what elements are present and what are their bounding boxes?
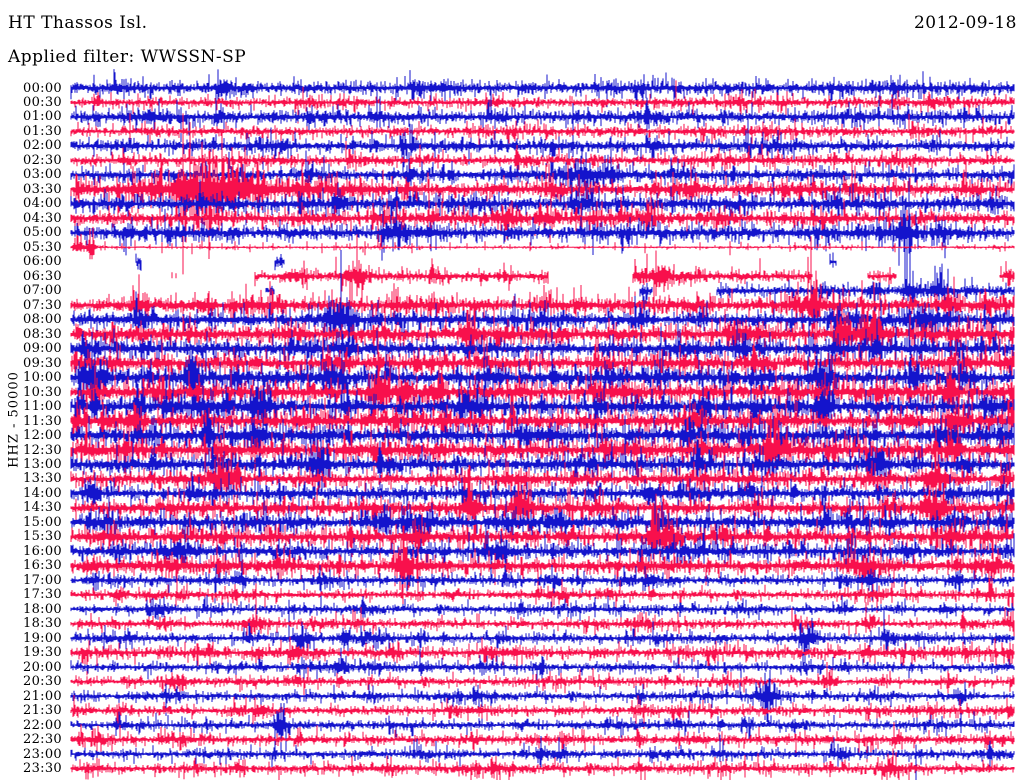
time-label: 23:30 [23,761,62,777]
time-label: 17:00 [23,572,62,588]
time-label: 22:30 [23,732,62,748]
trace-row-07:30 [70,236,1015,360]
trace-row-14:30 [70,429,1015,570]
trace-row-08:00 [70,250,1015,378]
trace-row-12:30 [70,415,1015,516]
time-label: 16:00 [23,543,62,559]
trace-row-03:00 [70,136,1015,196]
trace-row-00:00 [70,69,1015,108]
trace-row-15:30 [70,493,1015,581]
time-label: 09:00 [23,341,62,357]
trace-row-23:30 [70,748,1015,780]
trace-row-05:00 [70,167,1015,287]
trace-row-20:00 [70,647,1015,684]
trace-row-19:00 [70,609,1015,672]
trace-row-22:30 [70,722,1015,767]
time-label: 07:30 [23,297,62,313]
trace-row-02:30 [70,141,1015,178]
time-label: 18:30 [23,616,62,632]
trace-row-06:00 [135,252,837,271]
trace-row-20:30 [70,662,1015,695]
time-label: 19:00 [23,630,62,646]
trace-row-23:00 [70,734,1015,780]
trace-row-16:30 [70,519,1015,608]
time-label: 10:30 [23,384,62,400]
time-label: 09:30 [23,355,62,371]
time-label: 01:30 [23,123,62,139]
time-label: 08:30 [23,326,62,342]
time-label: 16:30 [23,558,62,574]
time-label: 14:30 [23,500,62,516]
time-label: 11:00 [23,399,62,415]
time-label: 20:00 [23,659,62,675]
date-label: 2012-09-18 [913,13,1017,33]
time-label: 21:00 [23,688,62,704]
time-label: 05:30 [23,239,62,255]
time-label: 21:30 [23,703,62,719]
time-label: 00:00 [23,80,62,96]
time-label: 17:30 [23,587,62,603]
trace-row-03:30 [70,113,1015,275]
trace-row-08:30 [70,280,1015,431]
time-label: 11:30 [23,413,62,429]
trace-row-06:30 [171,234,1015,317]
trace-row-17:00 [70,553,1015,615]
time-label: 07:00 [23,283,62,299]
trace-row-04:00 [70,179,1015,232]
trace-row-00:30 [70,80,1015,124]
trace-row-01:00 [70,88,1015,158]
trace-row-15:00 [70,483,1015,580]
trace-row-16:00 [70,514,1015,581]
trace-row-10:00 [70,329,1015,459]
time-label: 10:00 [23,370,62,386]
time-label: 04:30 [23,210,62,226]
time-label: 02:00 [23,138,62,154]
time-label: 03:00 [23,167,62,183]
time-label: 04:00 [23,196,62,212]
time-label: 08:00 [23,312,62,328]
time-label: 01:00 [23,109,62,125]
trace-row-18:30 [70,583,1015,640]
trace-row-19:30 [70,636,1015,676]
time-label: 13:30 [23,471,62,487]
time-label: 15:30 [23,529,62,545]
trace-row-13:00 [70,402,1015,498]
trace-row-11:00 [70,365,1015,473]
trace-row-22:00 [70,703,1015,754]
time-label: 14:00 [23,485,62,501]
trace-row-02:00 [70,123,1015,171]
time-label: 23:00 [23,746,62,762]
time-label: 00:30 [23,94,62,110]
station-title: HT Thassos Isl. [8,13,148,33]
trace-row-05:30 [70,226,1015,260]
time-label: 19:30 [23,645,62,661]
time-label: 12:30 [23,442,62,458]
trace-row-21:30 [70,695,1015,729]
trace-row-18:00 [70,594,1015,638]
time-label: 15:00 [23,514,62,530]
time-label: 13:00 [23,456,62,472]
time-label: 05:00 [23,225,62,241]
applied-filter-label: Applied filter: WWSSN-SP [8,47,247,67]
trace-row-21:00 [70,669,1015,727]
time-label: 02:30 [23,152,62,168]
time-label: 20:30 [23,674,62,690]
time-label: 12:00 [23,428,62,444]
time-label: 03:30 [23,181,62,197]
time-label: 06:00 [23,254,62,270]
trace-row-17:30 [70,574,1015,613]
trace-row-10:30 [70,324,1015,469]
trace-row-13:30 [70,440,1015,546]
time-label: 18:00 [23,601,62,617]
time-label: 06:30 [23,268,62,284]
trace-row-01:30 [70,113,1015,147]
trace-row-11:30 [70,373,1015,478]
time-label: 22:00 [23,717,62,733]
